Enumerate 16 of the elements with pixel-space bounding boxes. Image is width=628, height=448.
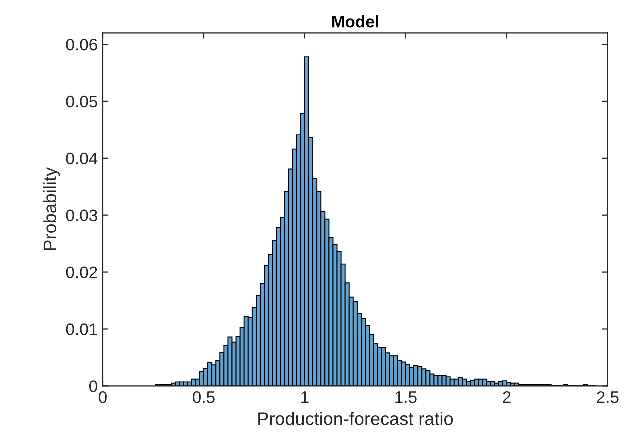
chart-title: Model xyxy=(332,16,378,28)
y-tick-label: 0.05 xyxy=(66,96,98,108)
y-tick-label: 0.06 xyxy=(66,38,98,51)
y-tick-label: 0.04 xyxy=(66,152,98,165)
x-axis-title: Production-forecast ratio xyxy=(258,412,454,426)
y-tick-label: 0.03 xyxy=(66,210,98,222)
x-tick-label: 1 xyxy=(302,392,309,404)
x-tick-label: 1.5 xyxy=(396,392,417,404)
y-tick-label: 0.02 xyxy=(66,266,98,278)
x-tick-label: 0 xyxy=(99,391,107,404)
y-tick-label: 0.01 xyxy=(66,324,98,336)
x-tick-label: 2 xyxy=(503,391,511,404)
x-tick-label: 0.5 xyxy=(193,391,215,404)
x-tick-label: 2.5 xyxy=(597,391,619,404)
y-axis-title: Probability xyxy=(43,168,60,250)
y-tick-label: 0 xyxy=(90,380,98,392)
